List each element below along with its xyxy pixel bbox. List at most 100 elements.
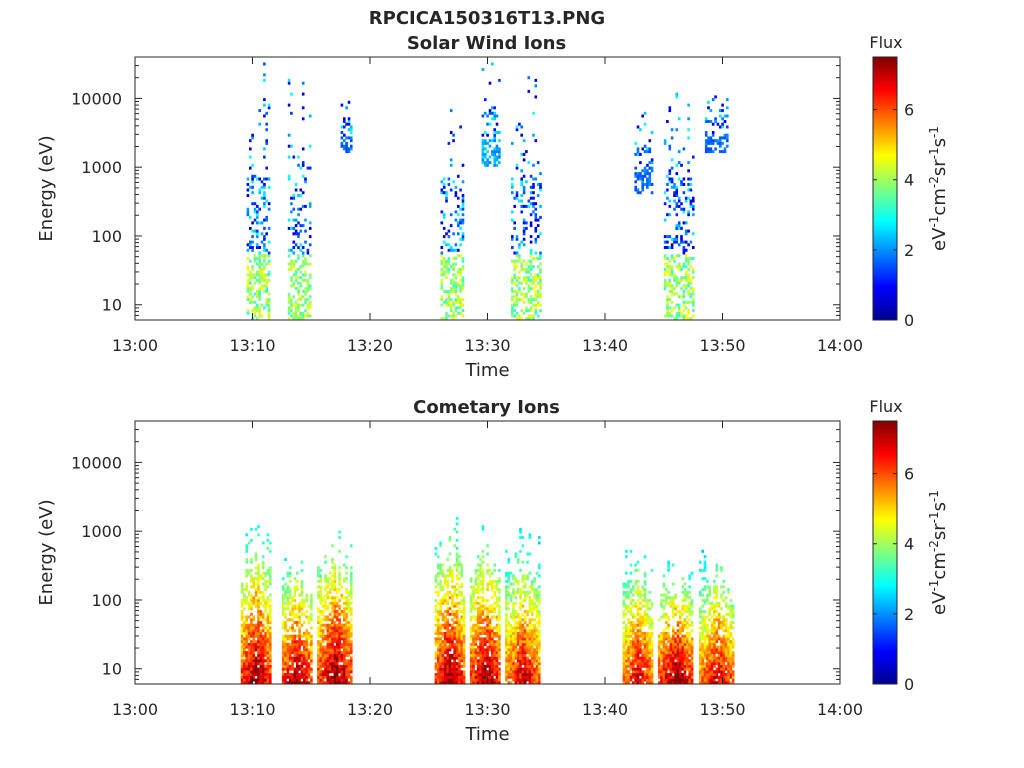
flux-cell [258,289,261,293]
flux-cell [452,257,455,260]
flux-cell [505,579,508,583]
flux-cell [650,161,654,165]
flux-cell [259,642,263,646]
flux-cell [528,623,532,627]
flux-cell [461,265,465,269]
flux-cell [288,645,292,649]
flux-cell [650,642,654,646]
flux-cell [527,267,531,271]
flux-cell [281,653,285,657]
flux-cell [250,579,253,583]
flux-cell [256,204,259,208]
flux-cell [627,640,630,644]
flux-cell [243,596,246,600]
flux-cell [686,604,689,608]
flux-cell [486,585,489,589]
flux-cell [247,590,251,594]
flux-cell [518,289,521,293]
flux-cell [539,188,542,192]
flux-cell [452,278,455,282]
flux-cell [523,664,527,668]
flux-cell [493,664,496,668]
flux-cell [521,681,525,685]
flux-cell [632,681,635,685]
flux-cell [509,582,513,586]
flux-cell [250,626,253,630]
flux-cell [462,631,466,635]
flux-cell [441,673,445,676]
flux-cell [269,648,272,652]
flux-cell [534,292,538,296]
flux-cell [292,265,296,269]
flux-cell [442,257,446,260]
flux-cell [479,629,482,633]
flux-cell [629,599,633,603]
flux-cell [662,593,666,597]
flux-cell [319,656,323,660]
flux-cell [486,673,489,676]
flux-cell [666,270,669,274]
flux-cell [303,659,306,663]
flux-cell [240,626,244,630]
flux-cell [266,596,270,600]
flux-cell [512,582,515,586]
flux-cell [243,651,246,655]
flux-cell [452,265,455,269]
flux-cell [627,662,630,666]
flux-cell [479,681,482,685]
flux-cell [240,651,244,655]
flux-cell [523,631,527,635]
flux-cell [521,612,525,616]
flux-cell [660,615,663,619]
flux-cell [486,563,489,567]
flux-cell [636,568,640,572]
flux-cell [516,675,520,679]
flux-cell [535,607,539,611]
flux-cell [321,599,325,603]
flux-cell [291,626,294,630]
flux-cell [527,314,531,318]
flux-cell [646,673,649,676]
flux-cell [437,631,440,635]
flux-cell [261,664,265,668]
flux-cell [535,571,539,575]
flux-cell [690,637,694,641]
flux-cell [338,656,341,660]
flux-cell [692,196,695,200]
flux-cell [669,601,673,605]
flux-cell [519,568,522,572]
flux-cell [261,555,265,559]
flux-cell [704,147,708,151]
flux-cell [476,667,480,671]
flux-cell [505,626,508,630]
flux-cell [641,604,644,608]
flux-cell [328,596,332,600]
flux-cell [461,298,465,302]
flux-cell [437,574,440,578]
flux-cell [664,651,668,655]
flux-cell [439,670,442,674]
flux-cell [680,180,683,184]
flux-cell [534,273,538,277]
flux-cell [264,588,267,592]
burst [281,558,313,685]
flux-cell [453,662,456,666]
flux-cell [253,174,257,178]
flux-cell [622,645,626,649]
flux-cell [343,645,346,649]
flux-cell [534,276,538,280]
flux-cell [304,257,307,260]
flux-cell [306,303,310,307]
flux-cell [254,681,258,685]
flux-cell [294,311,298,315]
flux-cell [516,579,520,583]
flux-cell [476,626,480,630]
flux-cell [461,278,465,282]
flux-cell [484,631,487,635]
flux-cell [667,568,670,572]
flux-cell [250,538,253,542]
flux-cell [686,651,689,655]
flux-cell [512,675,515,679]
flux-cell [446,568,449,572]
flux-cell [284,623,287,627]
